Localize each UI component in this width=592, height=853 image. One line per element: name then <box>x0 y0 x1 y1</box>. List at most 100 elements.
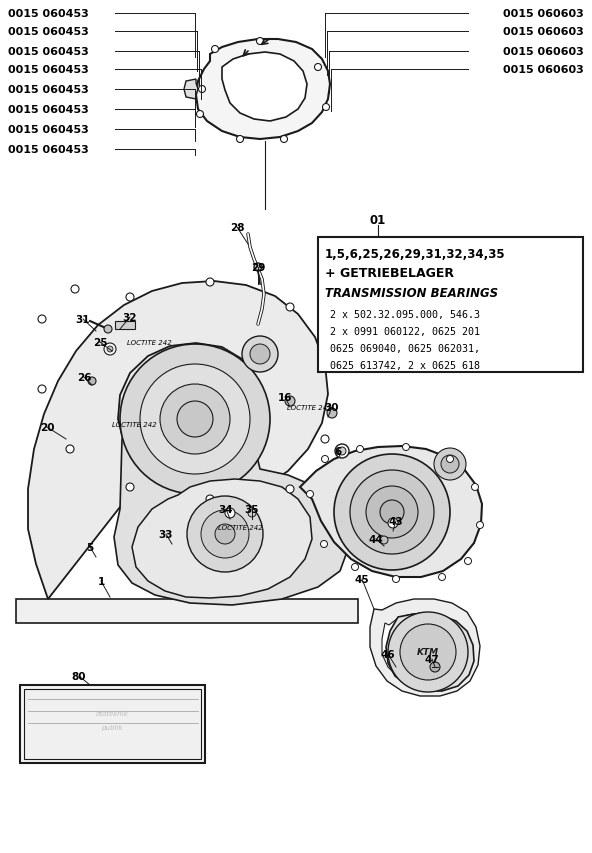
Text: 0015 060603: 0015 060603 <box>503 27 584 37</box>
Circle shape <box>236 136 243 143</box>
Text: 0015 060453: 0015 060453 <box>8 145 89 154</box>
Text: 2 x 502.32.095.000, 546.3: 2 x 502.32.095.000, 546.3 <box>330 310 480 320</box>
Circle shape <box>400 624 456 680</box>
Text: 0625 069040, 0625 062031,: 0625 069040, 0625 062031, <box>330 344 480 354</box>
Text: publik: publik <box>101 724 123 730</box>
Text: 35: 35 <box>244 504 259 514</box>
Circle shape <box>38 386 46 393</box>
Circle shape <box>211 46 218 54</box>
Polygon shape <box>184 80 198 100</box>
Circle shape <box>126 293 134 302</box>
Circle shape <box>335 444 349 458</box>
Text: 47: 47 <box>424 654 439 664</box>
Circle shape <box>380 501 404 525</box>
Circle shape <box>350 471 434 554</box>
Text: 1: 1 <box>97 577 105 586</box>
Text: 16: 16 <box>278 392 292 403</box>
Circle shape <box>250 345 270 364</box>
Text: 0015 060603: 0015 060603 <box>503 9 584 19</box>
Circle shape <box>334 455 450 571</box>
Circle shape <box>248 509 256 518</box>
Text: 1,5,6,25,26,29,31,32,34,35: 1,5,6,25,26,29,31,32,34,35 <box>325 247 506 260</box>
Polygon shape <box>300 446 482 577</box>
Circle shape <box>356 446 363 453</box>
Circle shape <box>314 65 321 72</box>
Circle shape <box>392 576 400 583</box>
Bar <box>115 322 135 329</box>
Circle shape <box>321 456 329 463</box>
Polygon shape <box>28 281 328 600</box>
Polygon shape <box>370 600 480 696</box>
Text: LOCTITE 242: LOCTITE 242 <box>112 421 157 427</box>
Circle shape <box>286 485 294 493</box>
Text: 0015 060603: 0015 060603 <box>503 47 584 57</box>
Text: 0015 060453: 0015 060453 <box>8 105 89 115</box>
Bar <box>16 600 358 624</box>
Text: 29: 29 <box>251 263 265 273</box>
Circle shape <box>465 558 471 565</box>
Text: 2 x 0991 060122, 0625 201: 2 x 0991 060122, 0625 201 <box>330 327 480 337</box>
Circle shape <box>254 264 262 272</box>
Circle shape <box>441 456 459 473</box>
Text: 0015 060453: 0015 060453 <box>8 47 89 57</box>
Circle shape <box>380 537 388 544</box>
Text: 28: 28 <box>230 223 244 233</box>
Circle shape <box>281 136 288 143</box>
Circle shape <box>104 326 112 334</box>
Circle shape <box>177 402 213 438</box>
Circle shape <box>206 496 214 503</box>
Circle shape <box>126 484 134 491</box>
Text: 0015 060453: 0015 060453 <box>8 9 89 19</box>
Text: 80: 80 <box>72 671 86 682</box>
Text: 0015 060453: 0015 060453 <box>8 27 89 37</box>
Text: 25: 25 <box>93 338 107 347</box>
Circle shape <box>366 486 418 538</box>
Circle shape <box>140 364 250 474</box>
Text: 33: 33 <box>159 530 173 539</box>
Circle shape <box>215 525 235 544</box>
Circle shape <box>198 86 205 93</box>
Circle shape <box>388 612 468 692</box>
Text: 0015 060453: 0015 060453 <box>8 125 89 135</box>
Circle shape <box>187 496 263 572</box>
Circle shape <box>430 662 440 672</box>
Circle shape <box>307 491 314 498</box>
Polygon shape <box>132 479 312 598</box>
Text: ototeknik: ototeknik <box>170 444 271 514</box>
Circle shape <box>285 397 295 407</box>
Polygon shape <box>18 604 355 621</box>
Text: KTM: KTM <box>417 647 439 657</box>
Text: publik: publik <box>206 479 274 530</box>
Circle shape <box>201 510 249 559</box>
Circle shape <box>446 456 453 463</box>
Circle shape <box>323 104 330 112</box>
Polygon shape <box>222 53 307 122</box>
Polygon shape <box>386 613 474 691</box>
Circle shape <box>66 445 74 454</box>
Text: 43: 43 <box>389 516 403 526</box>
Text: TRANSMISSION BEARINGS: TRANSMISSION BEARINGS <box>325 287 498 300</box>
Text: + GETRIEBELAGER: + GETRIEBELAGER <box>325 267 454 280</box>
Text: 01: 01 <box>370 213 386 226</box>
Circle shape <box>104 344 116 356</box>
Text: ototeknik: ototeknik <box>96 711 128 717</box>
Circle shape <box>256 38 263 45</box>
Circle shape <box>120 345 270 495</box>
Text: 5: 5 <box>86 543 94 553</box>
Circle shape <box>403 444 410 451</box>
Bar <box>318 238 583 373</box>
Bar <box>24 689 201 759</box>
Circle shape <box>225 508 235 519</box>
Circle shape <box>352 564 359 571</box>
Circle shape <box>471 484 478 491</box>
Circle shape <box>160 385 230 455</box>
Polygon shape <box>382 613 468 686</box>
Text: 0015 060603: 0015 060603 <box>503 65 584 75</box>
Circle shape <box>71 286 79 293</box>
Circle shape <box>38 316 46 323</box>
Text: 30: 30 <box>325 403 339 413</box>
Text: 6: 6 <box>334 446 342 456</box>
Circle shape <box>206 279 214 287</box>
Polygon shape <box>114 408 348 606</box>
Text: 0015 060453: 0015 060453 <box>8 85 89 95</box>
